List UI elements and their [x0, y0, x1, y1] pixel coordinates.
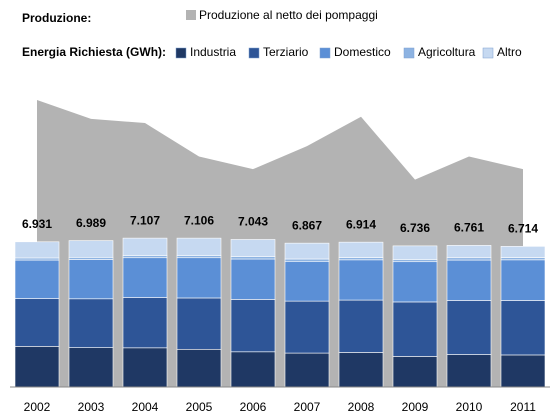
bar-segment — [14, 241, 60, 259]
x-tick-label: 2011 — [510, 400, 536, 414]
total-label: 6.914 — [346, 217, 376, 231]
x-tick-label: 2010 — [456, 400, 483, 414]
bar-segment — [338, 259, 384, 301]
production-title: Produzione: — [22, 11, 91, 25]
bar-segment — [68, 298, 114, 348]
bar-segment — [338, 352, 384, 388]
bar-segment — [230, 351, 276, 388]
bar-segment — [500, 257, 546, 261]
bar-segment — [176, 297, 222, 350]
bar-segment — [230, 256, 276, 260]
bar-segment — [500, 246, 546, 258]
bar-segment — [122, 347, 168, 388]
bar-segment — [284, 258, 330, 262]
bar-segment — [446, 300, 492, 355]
bar-segment — [230, 258, 276, 300]
bar-segment — [500, 300, 546, 356]
total-label: 6.761 — [454, 221, 484, 235]
x-tick-label: 2004 — [132, 400, 159, 414]
legend-label: Produzione al netto dei pompaggi — [199, 8, 378, 22]
legend-label: Altro — [497, 45, 522, 59]
legend-label: Industria — [190, 45, 236, 59]
total-label: 6.736 — [400, 221, 430, 235]
bar-segment — [500, 354, 546, 388]
bar-segment — [230, 299, 276, 353]
bar-segment — [68, 240, 114, 258]
legend-swatch — [186, 10, 196, 20]
bar-segment — [392, 261, 438, 303]
x-tick-label: 2008 — [348, 400, 375, 414]
demand-title: Energia Richiesta (GWh): — [22, 45, 166, 59]
bar-segment — [230, 239, 276, 257]
x-tick-label: 2007 — [294, 400, 321, 414]
total-label: 6.714 — [508, 222, 538, 236]
x-tick-label: 2003 — [78, 400, 105, 414]
x-tick-label: 2005 — [186, 400, 213, 414]
legend-swatch — [482, 47, 494, 59]
bar-segment — [68, 259, 114, 300]
legend-swatch — [319, 47, 331, 59]
bar-segment — [14, 257, 60, 261]
bar-segment — [122, 237, 168, 256]
x-tick-label: 2002 — [24, 400, 51, 414]
bar-segment — [338, 241, 384, 258]
bar-segment — [176, 237, 222, 256]
total-label: 6.931 — [22, 217, 52, 231]
bar-segment — [284, 242, 330, 260]
bar-segment — [500, 259, 546, 301]
legend-label: Domestico — [334, 45, 391, 59]
total-label: 6.867 — [292, 218, 322, 232]
bar-segment — [446, 354, 492, 388]
bar-segment — [284, 352, 330, 388]
bar-segment — [176, 257, 222, 299]
x-tick-label: 2006 — [240, 400, 267, 414]
bar-segment — [176, 255, 222, 259]
bar-segment — [14, 298, 60, 347]
bar-segment — [68, 347, 114, 388]
x-tick-label: 2009 — [402, 400, 429, 414]
bar-segment — [392, 301, 438, 357]
legend-label: Terziario — [263, 45, 309, 59]
bar-segment — [122, 297, 168, 349]
bar-segment — [392, 356, 438, 388]
legend-swatch — [248, 47, 260, 59]
bar-segment — [446, 257, 492, 261]
legend-swatch — [175, 47, 187, 59]
bar-segment — [392, 259, 438, 263]
bar-segment — [446, 245, 492, 259]
bar-segment — [14, 259, 60, 299]
bar-segment — [446, 259, 492, 301]
bar-segment — [14, 346, 60, 388]
bar-segment — [284, 261, 330, 302]
legend-label: Agricoltura — [418, 45, 476, 59]
bar-segment — [68, 257, 114, 260]
bar-segment — [122, 255, 168, 259]
total-label: 7.107 — [130, 213, 160, 227]
bar-segment — [284, 300, 330, 354]
total-label: 6.989 — [76, 216, 106, 230]
bar-segment — [338, 299, 384, 353]
bar-segment — [338, 257, 384, 261]
bar-segment — [392, 245, 438, 260]
total-label: 7.043 — [238, 215, 268, 229]
bar-segment — [176, 348, 222, 388]
bar-segment — [122, 257, 168, 298]
legend-swatch — [403, 47, 415, 59]
total-label: 7.106 — [184, 213, 214, 227]
